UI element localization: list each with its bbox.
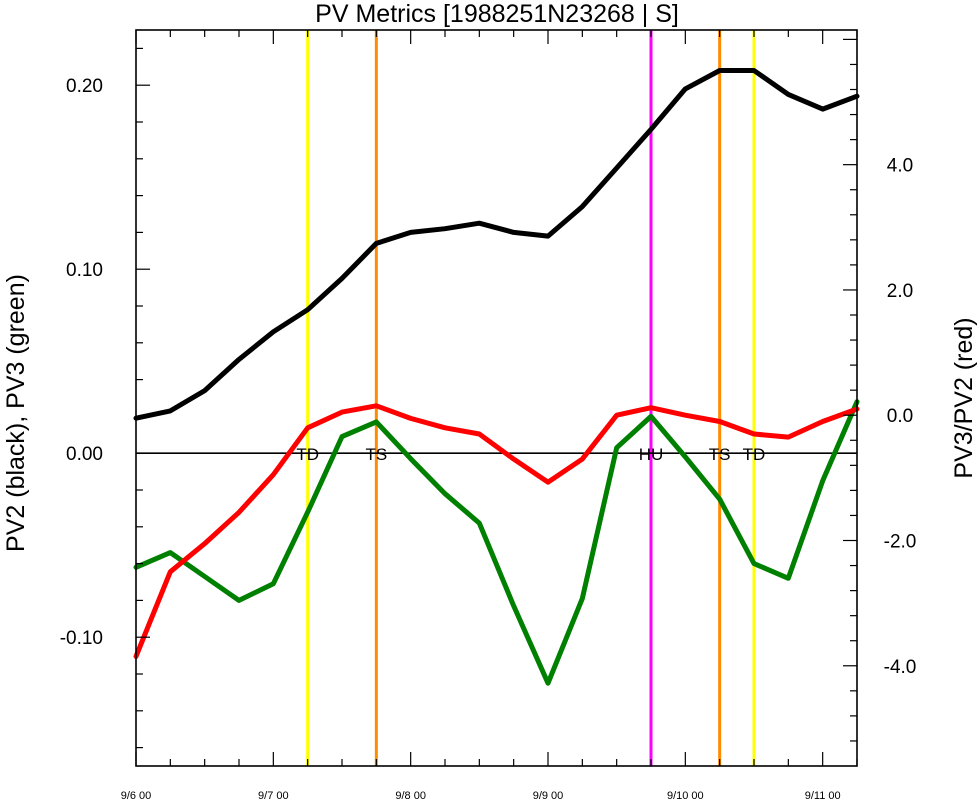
x-tick-label: 9/8 00 bbox=[395, 790, 426, 802]
series-line-ratio bbox=[133, 403, 860, 659]
y-left-tick-label: 0.00 bbox=[66, 444, 103, 465]
y-right-tick-label: 4.0 bbox=[887, 156, 913, 177]
y-right-tick-label: 0.0 bbox=[887, 406, 913, 427]
y-left-tick-label: -0.10 bbox=[60, 628, 103, 649]
series-lines bbox=[133, 68, 860, 686]
y-axis-right-label: PV3/PV2 (red) bbox=[950, 317, 978, 478]
event-labels: TD TS HU TS TD bbox=[296, 445, 765, 464]
axes: 9/6 00 9/7 00 9/8 00 9/9 00 9/10 00 9/11 00 -0… bbox=[60, 29, 917, 802]
y-axis-left-label: PV2 (black), PV3 (green) bbox=[2, 274, 30, 552]
event-label-ts: TS bbox=[365, 445, 387, 464]
y-right-tick-label: -4.0 bbox=[884, 657, 917, 678]
x-tick-label: 9/10 00 bbox=[667, 790, 704, 802]
series-line-pv2 bbox=[133, 68, 860, 421]
event-lines bbox=[306, 30, 756, 766]
chart-title: PV Metrics [1988251N23268 | S] bbox=[315, 0, 679, 28]
x-tick-label: 9/7 00 bbox=[258, 790, 289, 802]
y-right-tick-label: 2.0 bbox=[887, 281, 913, 302]
event-label-td: TD bbox=[743, 445, 766, 464]
y-left-tick-label: 0.20 bbox=[66, 76, 103, 97]
event-label-td: TD bbox=[296, 445, 319, 464]
x-tick-label: 9/6 00 bbox=[121, 790, 152, 802]
x-tick-label: 9/9 00 bbox=[533, 790, 564, 802]
y-left-tick-label: 0.10 bbox=[66, 260, 103, 281]
event-label-ts: TS bbox=[709, 445, 731, 464]
plot-frame bbox=[135, 29, 858, 767]
series-line-pv3 bbox=[133, 399, 860, 686]
x-tick-label: 9/11 00 bbox=[805, 790, 841, 802]
event-label-hu: HU bbox=[639, 445, 664, 464]
y-right-tick-label: -2.0 bbox=[884, 532, 917, 553]
